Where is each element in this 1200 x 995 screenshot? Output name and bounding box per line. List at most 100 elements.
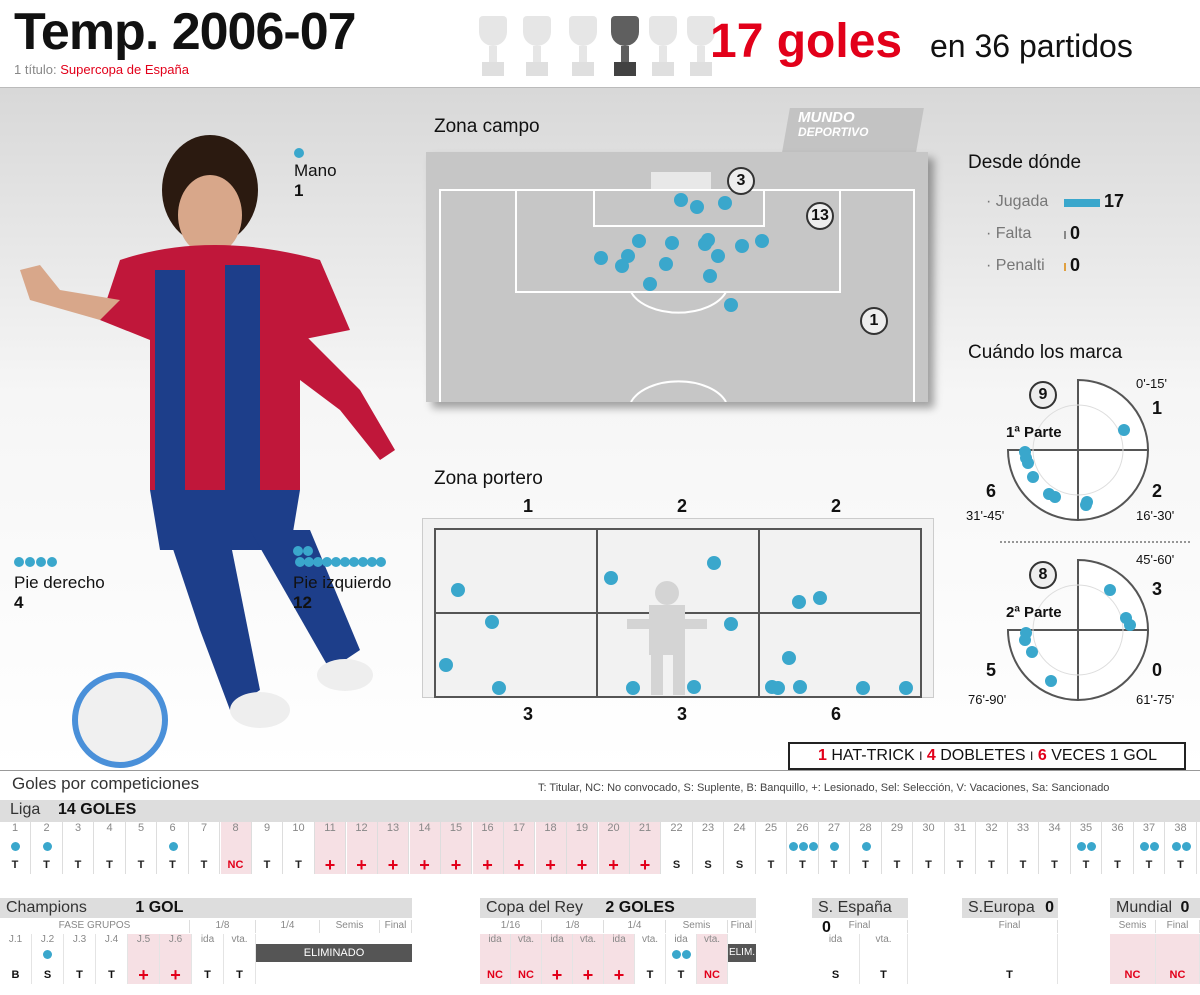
copa-r16: 1/8 xyxy=(542,920,604,933)
match-status: + xyxy=(613,965,625,985)
match-status: S xyxy=(43,969,52,981)
match-cell: vta. T xyxy=(635,934,666,984)
match-leg: J.3 xyxy=(72,934,87,945)
match-status: NC xyxy=(704,969,720,981)
match-cell: 8 NC xyxy=(220,822,252,874)
match-number: 24 xyxy=(733,822,746,834)
match-cell: 35 T xyxy=(1071,822,1102,874)
goal-dot xyxy=(1140,842,1149,851)
match-cell: 38 T xyxy=(1166,822,1197,874)
match-status: T xyxy=(880,969,887,981)
goal-map xyxy=(422,518,934,698)
subtitle-title: Supercopa de España xyxy=(60,62,189,77)
goal-dot xyxy=(303,546,313,556)
goal-dot xyxy=(322,557,332,567)
goal-zone-top-right: 2 xyxy=(830,496,841,516)
match-status: + xyxy=(576,855,588,875)
champions-groups: FASE GRUPOS xyxy=(0,920,190,933)
copa-label: Copa del Rey xyxy=(486,899,583,916)
match-status: S xyxy=(735,859,744,871)
match-cell: 13 + xyxy=(378,822,409,874)
trophy-icon xyxy=(520,12,554,82)
match-status: T xyxy=(76,969,83,981)
match-status: NC xyxy=(518,969,534,981)
match-cell: 12 + xyxy=(346,822,378,875)
first-half-total: 9 xyxy=(1029,381,1057,409)
match-number: 28 xyxy=(859,822,872,834)
liga-header xyxy=(0,800,1200,822)
second-q2-range: 61'-75' xyxy=(1136,692,1175,707)
goal-dot xyxy=(707,556,721,570)
mano-dot xyxy=(294,148,304,158)
field-badge-area: 13 xyxy=(806,202,834,230)
goal-dot xyxy=(331,557,341,567)
goal-dot xyxy=(47,557,57,567)
match-status: T xyxy=(862,859,869,871)
match-status: T xyxy=(956,859,964,871)
origin-bar xyxy=(1064,231,1066,239)
single-goal-label: VECES 1 GOL xyxy=(1051,747,1158,764)
goal-dot xyxy=(304,557,314,567)
goal-dot xyxy=(808,842,818,851)
dial-goal-dot xyxy=(1019,634,1031,646)
match-leg: ida xyxy=(488,934,502,945)
match-status: T xyxy=(108,969,115,981)
goal-dot xyxy=(793,680,807,694)
match-number: 12 xyxy=(355,822,368,834)
goal-dot xyxy=(798,842,808,851)
second-q3-value: 5 xyxy=(986,660,997,680)
match-status: + xyxy=(545,855,556,875)
goal-dot xyxy=(1087,842,1096,851)
match-status: T xyxy=(263,859,271,871)
pie-derecho-label: Pie derecho xyxy=(14,573,105,592)
competitions-title: Goles por competiciones xyxy=(12,774,200,793)
dial-goal-dot xyxy=(1049,491,1061,503)
hat-trick-count: 1 xyxy=(818,747,827,764)
match-number: 6 xyxy=(169,822,176,834)
match-number: 23 xyxy=(701,822,715,834)
goal-zone-bottom-left: 3 xyxy=(522,704,533,724)
match-status: + xyxy=(356,855,367,875)
pie-derecho-dots xyxy=(14,557,74,569)
match-status: T xyxy=(988,859,995,871)
match-status: T xyxy=(11,859,19,871)
match-cell: J.4 T xyxy=(96,934,128,984)
cuando-title: Cuándo los marca xyxy=(968,342,1123,363)
match-leg: ida xyxy=(674,934,688,945)
match-cell: 17 + xyxy=(504,822,535,874)
goal-dot xyxy=(718,196,732,210)
pie-izquierdo-label: Pie izquierdo xyxy=(293,573,392,592)
goal-zone-top-center: 2 xyxy=(676,496,687,516)
pie-izquierdo-value: 12 xyxy=(293,593,312,612)
goal-dot xyxy=(485,615,499,629)
goal-dot xyxy=(735,239,749,253)
goal-dot xyxy=(604,571,618,585)
zona-campo-title: Zona campo xyxy=(434,116,540,137)
supercopa-europa-final: Final xyxy=(962,920,1058,933)
match-cell: 27 T xyxy=(819,822,850,874)
origin-row: · Penalti 0 xyxy=(986,254,1186,278)
page-title: Temp. 2006-07 xyxy=(14,3,357,61)
goal-dot xyxy=(626,681,640,695)
origin-value: 0 xyxy=(1070,255,1081,275)
match-number: 13 xyxy=(386,822,400,834)
match-leg: ida xyxy=(828,934,843,945)
field-badge-box: 3 xyxy=(727,167,755,195)
goal-dot xyxy=(665,236,679,250)
goal-dot xyxy=(861,842,871,851)
match-number: 27 xyxy=(827,822,841,834)
champions-eliminated: ELIMINADO xyxy=(256,944,412,962)
dial-goal-dot xyxy=(1081,496,1093,508)
player-photo xyxy=(20,135,395,768)
champions-final: Final xyxy=(380,920,412,933)
match-cell: T xyxy=(962,934,1058,984)
desde-donde-list: · Jugada 17 · Falta 0 · Penalti 0 xyxy=(986,190,1186,286)
goal-dot xyxy=(659,257,673,271)
liga-matches: 1 T 2 T 3 T 4 T 5 T 6 T 7 T 8 NC 9 T 10 T 11 +12 +13 +14 +15 +16 +… xyxy=(0,822,1200,874)
single-goal-count: 6 xyxy=(1037,747,1047,764)
scoring-summary: 1 HAT-TRICK I 4 DOBLETES I 6 VECES 1 GOL xyxy=(788,742,1186,770)
